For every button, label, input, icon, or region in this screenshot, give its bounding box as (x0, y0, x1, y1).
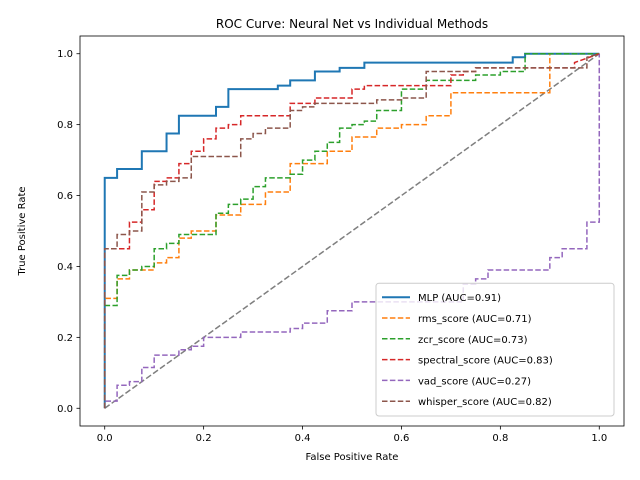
legend-box (375, 282, 615, 417)
legend-label-whisper-score: whisper_score (AUC=0.82) (418, 397, 552, 408)
legend: MLP (AUC=0.91) rms_score (AUC=0.71) zcr_sc… (375, 282, 615, 417)
x-tick-label: 0.2 (196, 433, 212, 444)
axis-ticks: 0.0 0.2 0.4 0.6 0.8 1.0 0.0 0.2 0.4 0.6 0.8 1.0 (57, 49, 607, 444)
y-tick-label: 0.0 (57, 404, 73, 415)
plot-area (103, 52, 601, 409)
y-tick-label: 0.8 (57, 120, 73, 131)
x-axis-label: False Positive Rate (306, 452, 399, 463)
y-tick-label: 0.6 (57, 191, 73, 202)
series-line-zcr-score (103, 52, 600, 409)
series-line-vad-score (103, 53, 601, 409)
x-tick-label: 0.4 (295, 433, 311, 444)
legend-label-zcr-score: zcr_score (AUC=0.73) (418, 335, 528, 346)
x-tick-label: 0.0 (97, 433, 113, 444)
y-tick-label: 0.2 (57, 333, 73, 344)
series-line-mlp (103, 52, 600, 409)
chart-title: ROC Curve: Neural Net vs Individual Meth… (216, 17, 488, 31)
legend-label-spectral-score: spectral_score (AUC=0.83) (418, 356, 553, 367)
legend-label-mlp: MLP (AUC=0.91) (418, 293, 501, 304)
series-line-spectral-score (103, 53, 600, 409)
x-tick-label: 1.0 (591, 433, 607, 444)
series-line-whisper-score (103, 53, 600, 409)
x-tick-label: 0.8 (492, 433, 508, 444)
y-tick-label: 0.4 (57, 262, 73, 273)
y-axis-label: True Positive Rate (17, 186, 28, 276)
legend-label-rms-score: rms_score (AUC=0.71) (418, 314, 532, 325)
chance-diagonal-line (104, 53, 600, 409)
x-tick-label: 0.6 (394, 433, 410, 444)
legend-label-vad-score: vad_score (AUC=0.27) (418, 376, 531, 387)
axes-frame (79, 35, 625, 427)
y-tick-label: 1.0 (57, 49, 73, 60)
series-line-rms-score (103, 52, 600, 409)
